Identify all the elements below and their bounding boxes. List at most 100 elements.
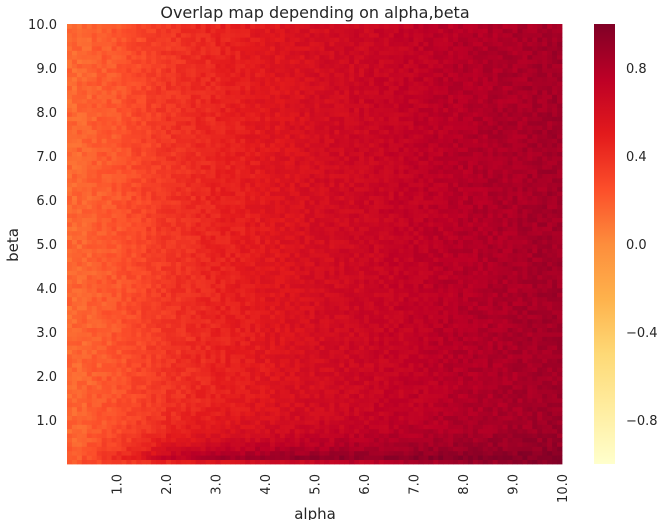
- heatmap-cell: [408, 437, 414, 443]
- heatmap-cell: [225, 266, 231, 271]
- heatmap-cell: [537, 336, 543, 342]
- heatmap-cell: [388, 349, 395, 355]
- heatmap-cell: [527, 402, 533, 408]
- heatmap-cell: [453, 455, 459, 460]
- heatmap-cell: [136, 424, 142, 430]
- heatmap-cell: [527, 292, 533, 298]
- heatmap-cell: [458, 389, 464, 394]
- heatmap-cell: [166, 274, 172, 280]
- heatmap-cell: [319, 288, 325, 293]
- heatmap-cell: [299, 406, 305, 412]
- heatmap-cell: [547, 358, 553, 364]
- heatmap-cell: [76, 323, 83, 328]
- heatmap-cell: [91, 349, 98, 355]
- heatmap-cell: [364, 459, 370, 465]
- heatmap-cell: [393, 283, 400, 289]
- heatmap-cell: [433, 420, 439, 425]
- heatmap-cell: [344, 266, 350, 271]
- heatmap-cell: [537, 323, 543, 328]
- heatmap-cell: [368, 411, 375, 416]
- heatmap-cell: [180, 257, 187, 262]
- heatmap-cell: [86, 332, 93, 337]
- heatmap-cell: [433, 455, 439, 460]
- heatmap-cell: [492, 424, 499, 430]
- heatmap-cell: [517, 371, 523, 377]
- heatmap-cell: [383, 424, 390, 430]
- heatmap-cell: [542, 252, 548, 258]
- heatmap-cell: [151, 459, 157, 465]
- heatmap-cell: [537, 437, 543, 443]
- heatmap-cell: [354, 288, 360, 293]
- heatmap-cell: [304, 459, 310, 465]
- heatmap-cell: [141, 428, 147, 434]
- heatmap-cell: [512, 327, 518, 333]
- heatmap-cell: [383, 358, 390, 364]
- heatmap-cell: [433, 433, 439, 438]
- heatmap-cell: [403, 428, 409, 434]
- heatmap-cell: [111, 345, 117, 350]
- heatmap-cell: [136, 433, 142, 438]
- heatmap-cell: [106, 411, 112, 416]
- heatmap-cell: [170, 301, 177, 306]
- heatmap-cell: [190, 384, 197, 390]
- heatmap-cell: [250, 340, 256, 346]
- heatmap-cell: [195, 248, 202, 254]
- heatmap-cell: [161, 424, 167, 430]
- heatmap-cell: [101, 261, 107, 267]
- heatmap-cell: [126, 266, 132, 271]
- heatmap-cell: [91, 252, 98, 258]
- heatmap-cell: [403, 305, 409, 311]
- heatmap-cell: [388, 367, 395, 372]
- heatmap-cell: [111, 380, 117, 386]
- heatmap-cell: [235, 310, 241, 315]
- heatmap-cell: [552, 248, 558, 254]
- heatmap-cell: [552, 283, 558, 289]
- heatmap-cell: [378, 446, 385, 452]
- heatmap-cell: [185, 327, 192, 333]
- heatmap-cell: [136, 442, 142, 447]
- heatmap-cell: [161, 283, 167, 289]
- heatmap-cell: [265, 358, 271, 364]
- heatmap-cell: [453, 446, 459, 452]
- heatmap-cell: [126, 270, 132, 276]
- heatmap-cell: [408, 266, 414, 271]
- heatmap-cell: [443, 420, 449, 425]
- heatmap-cell: [240, 398, 246, 403]
- heatmap-cell: [527, 257, 533, 262]
- heatmap-cell: [250, 459, 256, 465]
- heatmap-cell: [497, 428, 503, 434]
- heatmap-cell: [309, 292, 315, 298]
- heatmap-cell: [141, 358, 147, 364]
- heatmap-cell: [354, 296, 360, 302]
- heatmap-cell: [106, 305, 112, 311]
- heatmap-cell: [408, 455, 414, 460]
- heatmap-cell: [373, 248, 380, 254]
- heatmap-cell: [492, 420, 499, 425]
- heatmap-cell: [354, 314, 360, 320]
- heatmap-cell: [403, 248, 409, 254]
- heatmap-cell: [448, 314, 454, 320]
- heatmap-cell: [383, 252, 390, 258]
- heatmap-cell: [319, 345, 325, 350]
- heatmap-cell: [378, 380, 385, 386]
- heatmap-cell: [487, 292, 494, 298]
- heatmap-cell: [477, 296, 484, 302]
- heatmap-cell: [190, 257, 197, 262]
- heatmap-cell: [156, 323, 162, 328]
- heatmap-cell: [210, 433, 216, 438]
- heatmap-cell: [339, 349, 345, 355]
- heatmap-cell: [413, 424, 419, 430]
- heatmap-cell: [557, 398, 563, 403]
- heatmap-cell: [91, 266, 98, 271]
- heatmap-cell: [453, 450, 459, 456]
- heatmap-cell: [166, 270, 172, 276]
- heatmap-cell: [497, 314, 503, 320]
- heatmap-cell: [492, 459, 499, 465]
- heatmap-cell: [126, 398, 132, 403]
- heatmap-cell: [443, 437, 449, 443]
- heatmap-cell: [527, 420, 533, 425]
- heatmap-cell: [398, 345, 404, 350]
- heatmap-cell: [195, 376, 202, 381]
- heatmap-cell: [448, 459, 454, 465]
- heatmap-cell: [472, 437, 479, 443]
